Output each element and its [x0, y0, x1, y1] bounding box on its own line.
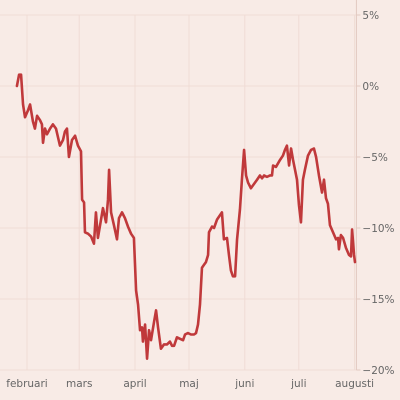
x-tick-label: april [123, 378, 146, 390]
y-tick-label: 5% [362, 10, 379, 22]
x-tick-label: juli [290, 378, 306, 390]
y-tick-label: −5% [362, 152, 387, 164]
x-tick-label: maj [179, 378, 199, 390]
x-tick-label: februari [6, 378, 47, 390]
y-tick-label: −20% [362, 365, 394, 377]
data-line [15, 73, 357, 360]
x-tick-label: mars [66, 378, 92, 390]
y-tick-label: −15% [362, 294, 394, 306]
y-tick-label: −10% [362, 223, 394, 235]
x-tick-label: juni [234, 378, 254, 390]
x-tick-label: augusti [335, 378, 374, 390]
y-tick-label: 0% [362, 81, 379, 93]
